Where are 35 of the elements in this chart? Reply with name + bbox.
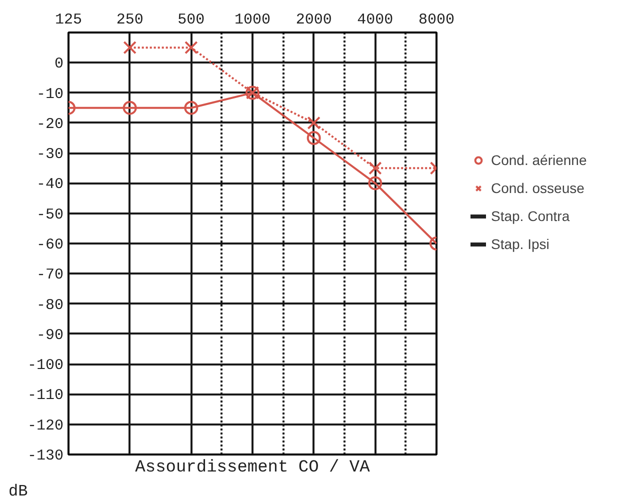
y-tick-label: -110 <box>27 387 64 404</box>
x-tick-label: 250 <box>116 12 144 28</box>
point <box>184 100 198 115</box>
x-tick-label: 500 <box>178 12 205 28</box>
x-tick-label: 125 <box>55 12 82 28</box>
x-tick-label: 8000 <box>418 12 455 28</box>
y-tick-label: -50 <box>36 206 64 224</box>
legend-label: Cond. aérienne <box>491 152 587 168</box>
point <box>368 161 382 175</box>
point <box>122 100 137 115</box>
point <box>184 40 198 54</box>
x-tick-label: 1000 <box>234 12 271 28</box>
point <box>306 131 321 145</box>
y-tick-label: -20 <box>36 116 64 133</box>
y-tick-label: -100 <box>27 357 64 374</box>
legend-label: Cond. osseuse <box>491 180 584 196</box>
y-tick-label: -70 <box>36 266 64 284</box>
point <box>307 116 320 130</box>
point <box>368 176 382 190</box>
y-tick-label: -80 <box>36 296 64 314</box>
y-tick-label: 0 <box>54 56 64 73</box>
y-tick-label: -30 <box>36 146 64 164</box>
y-tick-label: -120 <box>27 417 64 434</box>
y-tick-label: -10 <box>36 86 64 103</box>
y-tick-label: -130 <box>27 448 64 464</box>
x-axis-title: Assourdissement CO / VA <box>135 458 371 478</box>
x-tick-label: 2000 <box>296 12 332 28</box>
point <box>123 40 136 54</box>
y-tick-label: -90 <box>36 326 64 344</box>
x-tick-label: 4000 <box>357 12 394 28</box>
y-tick-label: -60 <box>36 236 64 254</box>
legend-label: Stap. Contra <box>491 208 570 224</box>
legend-label: Stap. Ipsi <box>491 236 550 252</box>
y-axis-title: dB <box>8 482 28 500</box>
y-tick-label: -40 <box>36 176 64 194</box>
